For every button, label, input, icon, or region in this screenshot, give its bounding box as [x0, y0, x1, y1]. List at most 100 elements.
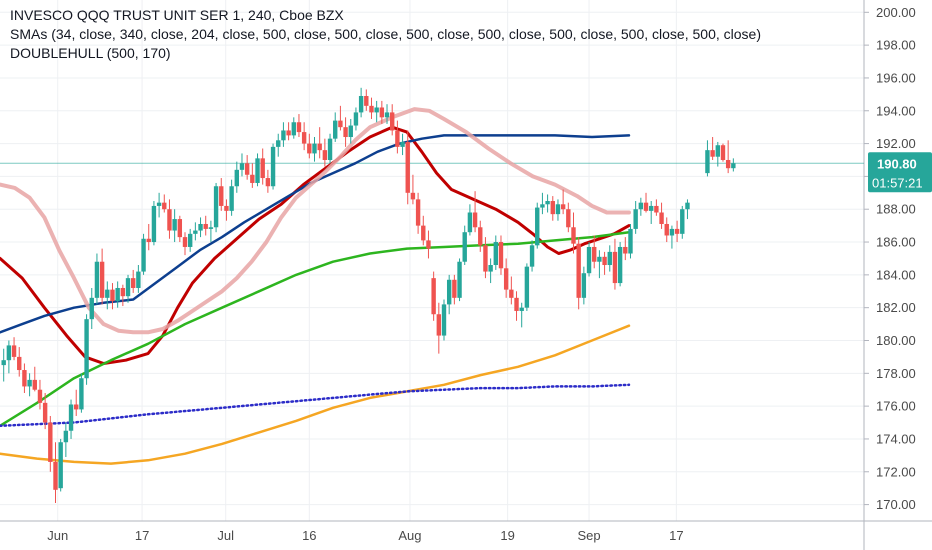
candle-body: [312, 143, 317, 154]
candle-body: [53, 461, 58, 490]
candle-body: [37, 389, 43, 403]
candle-body: [151, 205, 157, 243]
series-line-dotted: [0, 383, 631, 428]
candle-body: [265, 178, 271, 187]
candle-body: [628, 228, 633, 254]
series-line-orange: [0, 324, 631, 465]
candle-body: [483, 245, 488, 272]
series-line-sma-34: [0, 125, 631, 365]
candle-body: [203, 223, 208, 229]
candle-body: [462, 232, 467, 262]
symbol-title[interactable]: INVESCO QQQ TRUST UNIT SER 1, 240, Cboe …: [10, 7, 344, 23]
candle-body: [715, 145, 720, 157]
price-tag-value: 190.80: [877, 156, 917, 171]
x-tick-label: 17: [135, 528, 149, 543]
candle-body: [410, 192, 416, 200]
candle-body: [1, 360, 6, 366]
candle-body: [592, 246, 597, 262]
y-tick-label: 192.00: [876, 136, 916, 151]
candle-body: [296, 122, 302, 133]
y-tick-label: 182.00: [876, 300, 916, 315]
indicator-lines: [0, 107, 631, 465]
candle-body: [89, 297, 94, 320]
price-tag-box: [868, 152, 932, 193]
candle-body: [509, 289, 514, 298]
candle-body: [731, 163, 736, 169]
sma-legend[interactable]: SMAs (34, close, 340, close, 204, close,…: [10, 26, 761, 42]
series-line-sma-204: [0, 230, 631, 428]
candle-body: [720, 145, 726, 160]
candle-body: [327, 138, 333, 160]
candle-body: [74, 404, 79, 410]
y-tick-label: 200.00: [876, 5, 916, 20]
candle-body: [457, 261, 462, 298]
candle-body: [379, 107, 385, 118]
y-tick-label: 172.00: [876, 464, 916, 479]
candle-body: [187, 233, 193, 247]
candle-body: [131, 278, 136, 288]
x-tick-label: 19: [500, 528, 514, 543]
hull-legend[interactable]: DOUBLEHULL (500, 170): [10, 45, 171, 61]
candle-body: [576, 243, 581, 298]
candle-body: [503, 268, 509, 290]
candle-body: [322, 150, 328, 160]
candle-body: [478, 227, 483, 246]
candle-body: [369, 105, 374, 113]
candle-body: [79, 378, 84, 410]
candle-body: [560, 204, 566, 210]
candle-body: [545, 201, 550, 205]
candle-body: [120, 287, 126, 297]
x-tick-label: Jun: [47, 528, 68, 543]
y-tick-label: 184.00: [876, 267, 916, 282]
candle-body: [32, 379, 37, 390]
x-tick-label: 17: [669, 528, 683, 543]
candle-body: [725, 159, 731, 169]
candle-body: [281, 130, 286, 141]
candle-body: [270, 146, 276, 187]
candle-body: [177, 219, 183, 238]
candle-body: [317, 143, 322, 151]
price-axis[interactable]: 170.00 172.00 174.00 176.00 178.00 180.00 182.…: [864, 5, 916, 512]
candle-body: [68, 404, 74, 431]
candle-body: [405, 141, 410, 193]
candle-body: [674, 228, 680, 234]
y-tick-label: 170.00: [876, 497, 916, 512]
candle-body: [146, 238, 151, 243]
candle-body: [710, 150, 715, 157]
candle-body: [659, 212, 664, 224]
candle-body: [415, 199, 421, 226]
candle-body: [193, 230, 198, 234]
candle-body: [664, 223, 669, 236]
candle-body: [374, 107, 379, 113]
candle-body: [239, 163, 245, 170]
candle-body: [638, 202, 644, 210]
y-tick-label: 178.00: [876, 366, 916, 381]
candle-body: [519, 307, 524, 311]
candlesticks: [1, 87, 736, 503]
candle-body: [229, 186, 234, 211]
candle-body: [250, 174, 255, 183]
y-tick-label: 194.00: [876, 103, 916, 118]
candle-body: [348, 125, 353, 138]
x-tick-label: Sep: [577, 528, 600, 543]
candle-body: [529, 245, 535, 267]
candle-body: [436, 314, 442, 336]
candle-body: [390, 112, 395, 131]
candle-body: [276, 140, 281, 147]
time-axis[interactable]: Jun 17 Jul 16 Aug 19 Sep 17: [47, 528, 683, 543]
candle-body: [136, 271, 141, 288]
candle-body: [364, 95, 369, 106]
candle-body: [633, 209, 638, 229]
candle-body: [27, 379, 32, 387]
price-tag-countdown: 01:57:21: [872, 175, 923, 190]
candle-body: [99, 261, 105, 298]
candle-body: [446, 279, 452, 305]
candle-body: [208, 227, 214, 229]
candle-body: [58, 442, 63, 489]
y-tick-label: 174.00: [876, 431, 916, 446]
candle-body: [571, 227, 576, 244]
y-tick-label: 186.00: [876, 235, 916, 250]
candle-body: [384, 112, 390, 118]
candle-body: [441, 304, 447, 336]
